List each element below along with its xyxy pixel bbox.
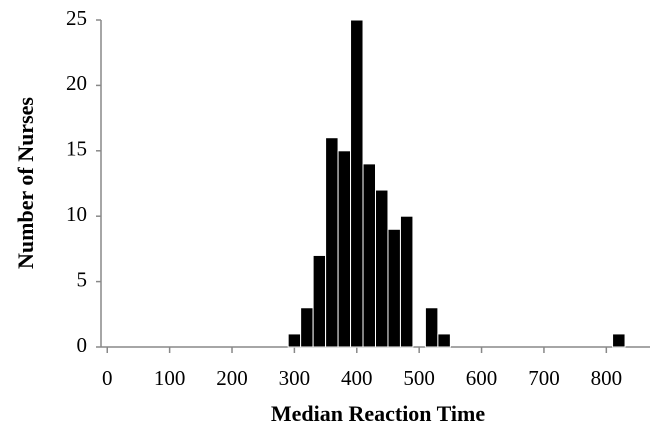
bar	[387, 228, 401, 348]
bar	[300, 307, 314, 348]
x-tick-label: 800	[591, 366, 623, 390]
bar	[325, 137, 339, 348]
x-tick-label: 700	[528, 366, 560, 390]
bar	[287, 333, 302, 348]
x-tick-label: 200	[216, 366, 248, 390]
x-tick-label: 0	[102, 366, 113, 390]
y-tick-label: 10	[66, 202, 87, 226]
bar	[337, 150, 352, 348]
bar	[375, 189, 389, 348]
y-tick-label: 20	[66, 71, 87, 95]
y-tick-label: 15	[66, 137, 87, 161]
x-tick-label: 500	[403, 366, 435, 390]
x-tick-label: 300	[279, 366, 311, 390]
y-tick-label: 25	[66, 6, 87, 30]
bar	[399, 215, 414, 348]
x-tick-label: 400	[341, 366, 373, 390]
bar	[350, 19, 364, 348]
bar	[437, 333, 451, 348]
bar	[312, 254, 327, 348]
x-tick-label: 600	[466, 366, 498, 390]
y-axis-label: Number of Nurses	[13, 97, 38, 269]
y-tick-label: 0	[77, 333, 88, 357]
bar	[612, 333, 626, 348]
bar	[362, 163, 377, 348]
y-tick-label: 5	[77, 267, 88, 291]
x-axis-label: Median Reaction Time	[271, 401, 486, 426]
x-tick-label: 100	[154, 366, 186, 390]
bar	[424, 307, 439, 348]
